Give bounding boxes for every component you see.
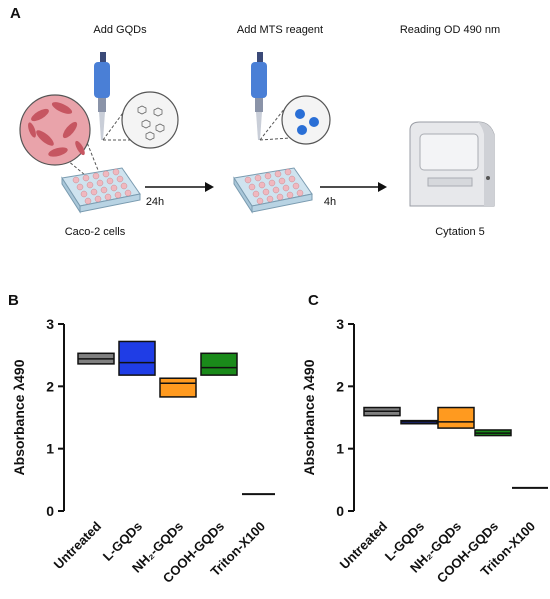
well-plate-icon xyxy=(61,167,141,214)
y-tick-label: 2 xyxy=(46,378,54,394)
y-tick-label: 2 xyxy=(336,378,344,394)
step-add-mts-label: Add MTS reagent xyxy=(236,24,324,36)
time-24h-label: 24h xyxy=(145,196,165,208)
y-tick-label: 1 xyxy=(336,441,344,457)
pipette-icon xyxy=(251,52,267,140)
plate-reader-icon xyxy=(409,121,495,207)
x-tick-label: Untreated xyxy=(337,518,391,572)
y-axis-label: Absorbance λ490 xyxy=(301,359,317,475)
time-4h-label: 4h xyxy=(323,196,337,208)
experiment-schematic xyxy=(19,52,495,214)
arrow-icon xyxy=(320,182,387,192)
instrument-label: Cytation 5 xyxy=(435,226,485,238)
mts-magnifier-icon xyxy=(259,95,331,145)
arrow-icon xyxy=(145,182,214,192)
step-reading-od-label: Reading OD 490 nm xyxy=(399,24,501,36)
cells-magnifier-icon xyxy=(19,94,101,176)
y-tick-label: 1 xyxy=(46,441,54,457)
y-tick-label: 3 xyxy=(46,316,54,332)
box xyxy=(159,377,197,398)
y-tick-label: 0 xyxy=(336,503,344,519)
y-tick-label: 0 xyxy=(46,503,54,519)
well-plate-icon xyxy=(233,167,313,214)
panel-a-letter: A xyxy=(10,5,21,22)
step-add-gqds-label: Add GQDs xyxy=(93,24,147,36)
cells-label: Caco-2 cells xyxy=(64,226,126,238)
box xyxy=(200,352,238,376)
box xyxy=(437,406,475,429)
pipette-icon xyxy=(94,52,110,140)
box xyxy=(118,340,156,376)
panel-c-letter: C xyxy=(308,292,319,309)
gqd-magnifier-icon xyxy=(102,91,179,149)
y-tick-label: 3 xyxy=(336,316,344,332)
x-tick-label: Untreated xyxy=(51,518,105,572)
y-axis-label: Absorbance λ490 xyxy=(11,359,27,475)
panel-b-letter: B xyxy=(8,292,19,309)
